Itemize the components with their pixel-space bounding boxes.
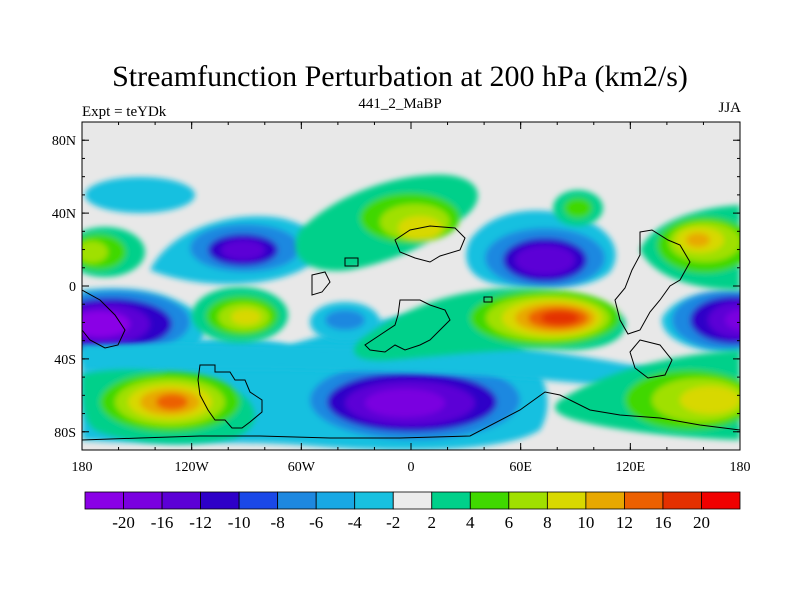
colorbar-label: 2 xyxy=(428,513,437,532)
lon-tick-label: 120E xyxy=(616,460,646,475)
coast-island-b xyxy=(483,296,493,303)
lat-tick-label: 40N xyxy=(52,207,76,222)
coast-north-america-west xyxy=(82,289,126,349)
experiment-label: Expt = teYDk xyxy=(82,104,167,120)
colorbar-swatch xyxy=(392,491,433,510)
contour-pos-indian-ocean xyxy=(354,287,626,361)
colorbar-swatch xyxy=(238,491,279,510)
lon-tick-label: 60E xyxy=(509,460,532,475)
contour-neg-north-america xyxy=(150,216,319,285)
colorbar-label: -12 xyxy=(189,513,212,532)
coast-australia xyxy=(629,339,673,379)
contour-pos-south-atlantic xyxy=(192,287,288,343)
lon-tick-label: 180 xyxy=(730,460,751,475)
contour-pos-north-atlantic xyxy=(295,174,478,271)
colorbar-swatch xyxy=(469,491,510,510)
colorbar-swatch xyxy=(84,491,124,510)
lon-tick-label: 60W xyxy=(288,460,316,475)
coast-asia-east xyxy=(614,229,691,335)
contour-field xyxy=(82,174,740,450)
colorbar-label: -2 xyxy=(386,513,400,532)
lon-tick-label: 120W xyxy=(175,460,210,475)
colorbar-label: 20 xyxy=(693,513,710,532)
colorbar-swatch xyxy=(662,491,702,510)
colorbar-swatch xyxy=(546,491,587,510)
coast-africa xyxy=(364,299,451,353)
colorbar-swatch xyxy=(277,491,317,510)
colorbar-swatch xyxy=(585,491,625,510)
lat-tick-label: 80S xyxy=(54,426,76,441)
coast-south-america xyxy=(197,364,263,429)
colorbar-swatch xyxy=(123,491,163,510)
lat-tick-label: 80N xyxy=(52,134,76,149)
coast-island-a xyxy=(344,257,359,267)
lon-tick-label: 180 xyxy=(72,460,93,475)
colorbar-label: 8 xyxy=(543,513,552,532)
colorbar: -20 -16 -12 -10 -8 -6 -4 -2 2 4 6 8 10 12 16 20 xyxy=(84,491,741,532)
colorbar-swatch xyxy=(315,491,356,510)
coast-antarctica xyxy=(82,391,740,441)
map-title: Streamfunction Perturbation at 200 hPa (… xyxy=(112,60,688,93)
colorbar-label: 4 xyxy=(466,513,475,532)
colorbar-label: -16 xyxy=(151,513,174,532)
contour-neg-south-band xyxy=(82,343,666,388)
colorbar-label: -10 xyxy=(228,513,251,532)
colorbar-swatch xyxy=(354,491,394,510)
lat-tick-label: 40S xyxy=(54,353,76,368)
contour-pos-south-east xyxy=(555,350,740,440)
contour-neg-asia xyxy=(466,210,616,289)
colorbar-label: 6 xyxy=(505,513,514,532)
contour-pos-north-asia xyxy=(553,190,603,226)
lon-tick-label: 0 xyxy=(408,460,415,475)
colorbar-swatch xyxy=(508,491,548,510)
colorbar-swatch xyxy=(161,491,201,510)
colorbar-label: -6 xyxy=(309,513,323,532)
colorbar-label: -8 xyxy=(271,513,285,532)
colorbar-label: 16 xyxy=(654,513,671,532)
contour-neg-central xyxy=(310,302,380,342)
colorbar-swatch xyxy=(200,491,240,510)
colorbar-label: 12 xyxy=(616,513,633,532)
colorbar-label: -20 xyxy=(112,513,135,532)
coast-eurasia xyxy=(394,225,466,263)
contour-pos-south-pacific xyxy=(82,369,255,444)
contour-pos-west-north xyxy=(82,227,145,277)
colorbar-swatch xyxy=(701,491,741,510)
case-label: 441_2_MaBP xyxy=(358,96,442,112)
latitude-axis: 80N 40N 0 40S 80S xyxy=(52,121,740,451)
contour-neg-east-edge xyxy=(661,289,740,355)
contour-neg-west-edge xyxy=(82,288,205,367)
lat-tick-label: 0 xyxy=(69,280,76,295)
colorbar-swatch xyxy=(431,491,471,510)
coast-central-america xyxy=(311,271,331,296)
coastlines xyxy=(82,225,740,441)
colorbar-label: -4 xyxy=(348,513,363,532)
season-label: JJA xyxy=(718,100,741,116)
contour-pos-north-pacific xyxy=(640,205,740,290)
contour-neg-north-pacific xyxy=(85,177,195,213)
colorbar-label: 10 xyxy=(577,513,594,532)
longitude-axis: 180 120W 60W 0 60E 120E 180 xyxy=(72,122,751,475)
colorbar-swatch xyxy=(624,491,664,510)
